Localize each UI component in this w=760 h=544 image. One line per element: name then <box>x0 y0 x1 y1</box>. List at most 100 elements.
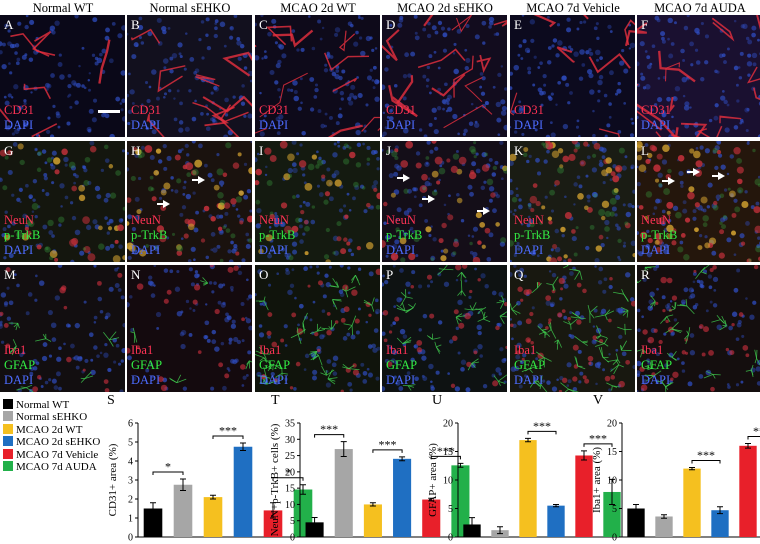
column-title: MCAO 7d Vehicle <box>526 1 620 15</box>
micrograph-image <box>127 141 252 262</box>
stain-label: DAPI <box>514 373 544 387</box>
chart-letter: V <box>593 393 604 408</box>
panel-letter: M <box>4 267 16 282</box>
y-tick-label: 10 <box>607 476 617 487</box>
stain-label: GFAP <box>386 358 418 372</box>
significance-label: *** <box>320 422 338 436</box>
y-tick-label: 0 <box>448 533 453 544</box>
legend-swatch <box>3 460 13 471</box>
bar <box>711 510 729 537</box>
stain-label: DAPI <box>386 118 416 132</box>
legend-item: MCAO 2d WT <box>3 423 100 436</box>
panel-letter: D <box>386 17 396 32</box>
arrow-icon <box>397 174 410 182</box>
significance-label: *** <box>379 437 397 451</box>
y-tick-label: 10 <box>285 500 295 511</box>
bar-chart: U 0 5 10 15 20 GFAP+ area (%) *** *** <box>427 393 630 544</box>
y-tick-label: 2 <box>128 495 133 506</box>
significance-label: *** <box>219 423 237 437</box>
stain-label: DAPI <box>259 373 289 387</box>
micrograph-image <box>255 15 380 137</box>
legend-swatch <box>3 411 13 422</box>
error-bar <box>553 504 559 508</box>
legend-label: MCAO 7d Vehicle <box>16 448 99 461</box>
y-tick-label: 20 <box>285 467 295 478</box>
significance-bracket <box>691 459 721 464</box>
micrograph-image <box>637 141 760 262</box>
bar <box>451 465 470 537</box>
micrograph-panel: M Iba1 GFAP DAPI <box>0 265 125 392</box>
scale-bar <box>98 110 120 113</box>
y-tick-label: 15 <box>607 447 617 458</box>
micrograph-panel: Q Iba1 GFAP DAPI <box>510 265 635 392</box>
column-title: Normal WT <box>32 1 94 15</box>
panel-letter: I <box>259 143 264 158</box>
stain-label: Iba1 <box>514 343 537 357</box>
stain-label: GFAP <box>641 358 673 372</box>
stain-label: CD31 <box>386 103 416 117</box>
y-tick-label: 5 <box>448 504 453 515</box>
stain-label: DAPI <box>4 373 34 387</box>
significance-label: *** <box>753 424 760 438</box>
bar <box>739 445 757 537</box>
legend-label: MCAO 2d sEHKO <box>16 436 101 449</box>
stain-label: CD31 <box>514 103 544 117</box>
significance-bracket <box>212 435 244 439</box>
stain-label: p-TrkB <box>4 228 41 242</box>
stain-label: NeuN <box>259 213 289 227</box>
significance-label: * <box>165 460 171 474</box>
y-axis-label: GFAP+ area (%) <box>427 443 439 517</box>
micrograph-image <box>510 15 635 137</box>
error-bar <box>497 526 503 535</box>
y-tick-label: 5 <box>290 516 295 527</box>
stain-label: CD31 <box>641 103 671 117</box>
panel-letter: K <box>514 143 524 158</box>
micrograph-panel: C CD31 DAPI <box>255 15 380 137</box>
micrograph-image <box>382 15 507 137</box>
micrograph-panel: L NeuN p-TrkB DAPI <box>637 141 760 262</box>
panel-letter: L <box>641 143 649 158</box>
column-title: MCAO 2d sEHKO <box>397 1 493 15</box>
micrograph-image <box>637 265 760 392</box>
y-tick-label: 4 <box>128 457 133 468</box>
bar <box>422 499 441 537</box>
y-axis-label: Iba1+ area (%) <box>591 447 603 513</box>
bar <box>627 508 645 537</box>
legend-item: Normal WT <box>3 399 100 411</box>
stain-label: p-TrkB <box>514 228 551 242</box>
arrow-icon <box>687 168 700 176</box>
stain-label: DAPI <box>259 118 289 132</box>
panel-letter: C <box>259 17 268 32</box>
bar <box>519 440 537 537</box>
micrograph-image <box>637 15 760 137</box>
bar-chart: V 0 5 10 15 20 Iba1+ area (%) *** *** <box>590 393 760 544</box>
bar <box>683 468 701 537</box>
panel-letter: A <box>4 17 14 32</box>
significance-label: *** <box>533 419 551 433</box>
micrograph-image <box>255 265 380 392</box>
stain-label: DAPI <box>131 243 161 257</box>
bar-chart: S 0 1 2 3 4 5 6 CD31+ area (%) * *** * <box>107 393 328 544</box>
panel-letter: O <box>259 267 269 282</box>
stain-label: Iba1 <box>131 343 154 357</box>
micrograph-panel: N Iba1 GFAP DAPI <box>127 265 252 392</box>
stain-label: p-TrkB <box>386 228 423 242</box>
stain-label: CD31 <box>259 103 289 117</box>
micrograph-image <box>382 141 507 262</box>
column-title: Normal sEHKO <box>149 1 231 15</box>
y-axis-label: NeuN+p-TrkB+ cells (%) <box>269 423 281 536</box>
stain-label: p-TrkB <box>641 228 678 242</box>
panel-letter: F <box>641 17 649 32</box>
error-bar <box>661 514 667 519</box>
micrograph-image <box>510 265 635 392</box>
arrow-icon <box>157 200 170 208</box>
micrograph-image <box>127 15 252 137</box>
micrograph-image <box>127 265 252 392</box>
micrograph-panel: E CD31 DAPI <box>510 15 635 137</box>
micrograph-panel: P Iba1 GFAP DAPI <box>382 265 507 392</box>
arrow-icon <box>477 207 490 215</box>
arrow-icon <box>712 172 725 180</box>
stain-label: DAPI <box>386 243 416 257</box>
error-bar <box>270 502 276 519</box>
error-bar <box>469 517 475 532</box>
